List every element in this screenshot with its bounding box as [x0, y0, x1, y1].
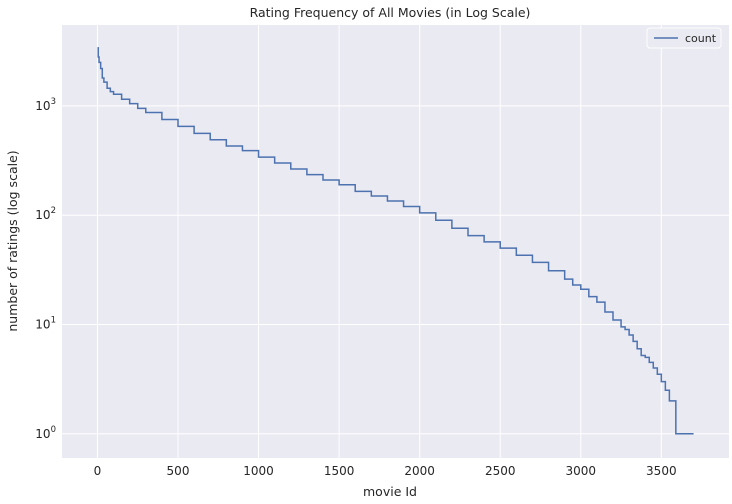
- x-tick-label: 3500: [646, 464, 677, 478]
- series-line-count: [97, 47, 694, 435]
- x-tick-label: 500: [167, 464, 190, 478]
- legend: count: [646, 27, 722, 49]
- y-tick-label: 103: [35, 97, 56, 113]
- y-tick-label: 102: [35, 206, 56, 222]
- chart-title: Rating Frequency of All Movies (in Log S…: [250, 5, 531, 20]
- legend-label-count: count: [685, 32, 717, 45]
- legend-box: [646, 27, 722, 49]
- x-tick-labels: 0 500 1000 1500 2000 2500 3000 3500: [94, 464, 677, 478]
- x-axis-label: movie Id: [363, 484, 417, 499]
- y-tick-label: 101: [35, 315, 56, 331]
- x-tick-label: 1500: [324, 464, 355, 478]
- x-tick-label: 2000: [404, 464, 435, 478]
- plot-area: [62, 25, 729, 458]
- x-tick-label: 3000: [566, 464, 597, 478]
- y-axis-label: number of ratings (log scale): [5, 150, 20, 331]
- x-tick-label: 1000: [243, 464, 274, 478]
- y-tick-labels: 100 101 102 103: [35, 97, 56, 441]
- x-tick-label: 2500: [485, 464, 516, 478]
- y-tick-label: 100: [35, 425, 56, 441]
- x-tick-label: 0: [94, 464, 102, 478]
